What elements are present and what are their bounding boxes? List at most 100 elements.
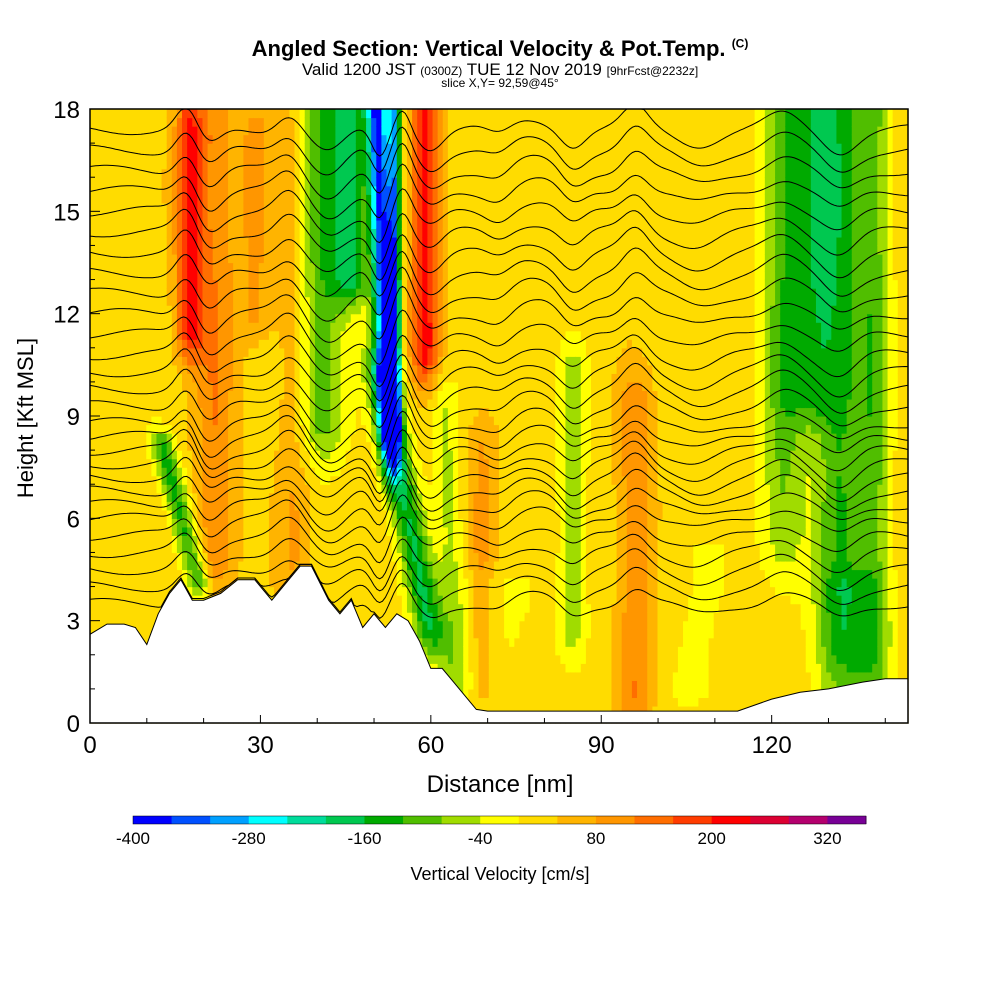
velocity-cell bbox=[95, 339, 101, 349]
velocity-cell bbox=[171, 458, 178, 468]
velocity-cell bbox=[320, 151, 326, 161]
velocity-cell bbox=[386, 202, 393, 212]
velocity-cell bbox=[156, 560, 163, 571]
velocity-cell bbox=[263, 202, 270, 212]
velocity-cell bbox=[222, 458, 229, 468]
velocity-cell bbox=[90, 407, 96, 417]
velocity-cell bbox=[243, 160, 250, 170]
velocity-cell bbox=[105, 390, 112, 400]
velocity-cell bbox=[427, 373, 434, 383]
velocity-cell bbox=[187, 194, 193, 204]
velocity-cell bbox=[192, 441, 198, 451]
velocity-cell bbox=[360, 450, 367, 460]
velocity-cell bbox=[417, 271, 423, 281]
velocity-cell bbox=[115, 177, 122, 187]
velocity-cell bbox=[166, 578, 173, 588]
velocity-cell bbox=[146, 560, 152, 571]
velocity-cell bbox=[427, 398, 434, 409]
velocity-cell bbox=[314, 322, 321, 332]
velocity-cell bbox=[115, 441, 122, 451]
velocity-cell bbox=[120, 228, 127, 238]
chart-title-text: Angled Section: Vertical Velocity & Pot.… bbox=[251, 36, 726, 61]
velocity-cell bbox=[161, 475, 168, 485]
velocity-cell bbox=[151, 552, 158, 562]
velocity-cell bbox=[325, 543, 331, 554]
velocity-cell bbox=[243, 313, 250, 323]
velocity-cell bbox=[146, 347, 152, 357]
velocity-cell bbox=[233, 518, 239, 528]
velocity-cell bbox=[279, 185, 285, 195]
velocity-cell bbox=[207, 109, 214, 119]
velocity-cell bbox=[258, 219, 265, 229]
velocity-cell bbox=[182, 484, 188, 494]
velocity-cell bbox=[299, 211, 306, 221]
velocity-cell bbox=[151, 228, 158, 238]
velocity-cell bbox=[238, 322, 244, 332]
velocity-cell bbox=[187, 475, 193, 485]
velocity-cell bbox=[284, 177, 290, 187]
velocity-cell bbox=[197, 509, 204, 519]
velocity-cell bbox=[228, 305, 234, 315]
velocity-cell bbox=[130, 313, 137, 323]
velocity-cell bbox=[207, 236, 214, 247]
velocity-cell bbox=[217, 433, 224, 443]
velocity-cell bbox=[151, 322, 158, 332]
velocity-cell bbox=[105, 339, 112, 349]
velocity-cell bbox=[90, 612, 96, 622]
velocity-cell bbox=[345, 484, 352, 494]
velocity-cell bbox=[217, 134, 224, 144]
velocity-cell bbox=[391, 211, 398, 221]
velocity-cell bbox=[125, 202, 132, 212]
velocity-cell bbox=[136, 271, 142, 281]
velocity-cell bbox=[182, 330, 188, 340]
velocity-cell bbox=[100, 390, 106, 400]
velocity-cell bbox=[197, 416, 204, 426]
velocity-cell bbox=[396, 296, 403, 306]
velocity-cell bbox=[325, 151, 331, 161]
velocity-cell bbox=[202, 245, 209, 255]
velocity-cell bbox=[125, 143, 132, 153]
velocity-cell bbox=[187, 560, 193, 571]
velocity-cell bbox=[176, 552, 183, 562]
velocity-cell bbox=[432, 569, 439, 579]
velocity-cell bbox=[284, 245, 290, 255]
velocity-cell bbox=[279, 296, 285, 306]
velocity-cell bbox=[115, 330, 122, 340]
velocity-cell bbox=[187, 492, 193, 502]
velocity-cell bbox=[197, 151, 204, 161]
velocity-cell bbox=[136, 219, 142, 229]
velocity-cell bbox=[248, 518, 255, 528]
velocity-cell bbox=[427, 535, 434, 545]
velocity-cell bbox=[202, 390, 209, 400]
velocity-cell bbox=[90, 543, 96, 554]
velocity-cell bbox=[187, 398, 193, 409]
velocity-cell bbox=[284, 364, 290, 374]
velocity-cell bbox=[289, 143, 296, 153]
velocity-cell bbox=[90, 595, 96, 605]
velocity-cell bbox=[141, 424, 147, 434]
velocity-cell bbox=[248, 296, 255, 306]
velocity-cell bbox=[386, 117, 393, 127]
velocity-cell bbox=[115, 501, 122, 511]
velocity-cell bbox=[187, 373, 193, 383]
velocity-cell bbox=[432, 194, 439, 204]
velocity-cell bbox=[197, 168, 204, 178]
velocity-cell bbox=[427, 313, 434, 323]
velocity-cell bbox=[105, 424, 112, 434]
velocity-cell bbox=[274, 467, 280, 477]
velocity-cell bbox=[406, 509, 413, 519]
velocity-cell bbox=[427, 381, 434, 392]
velocity-cell bbox=[161, 151, 168, 161]
velocity-cell bbox=[284, 109, 290, 119]
velocity-cell bbox=[284, 347, 290, 357]
velocity-cell bbox=[345, 339, 352, 349]
velocity-cell bbox=[294, 134, 301, 144]
velocity-cell bbox=[427, 501, 434, 511]
velocity-cell bbox=[274, 450, 280, 460]
velocity-cell bbox=[100, 509, 106, 519]
velocity-cell bbox=[166, 330, 173, 340]
velocity-cell bbox=[268, 245, 275, 255]
velocity-cell bbox=[202, 586, 209, 596]
velocity-cell bbox=[120, 330, 127, 340]
velocity-cell bbox=[110, 185, 117, 195]
